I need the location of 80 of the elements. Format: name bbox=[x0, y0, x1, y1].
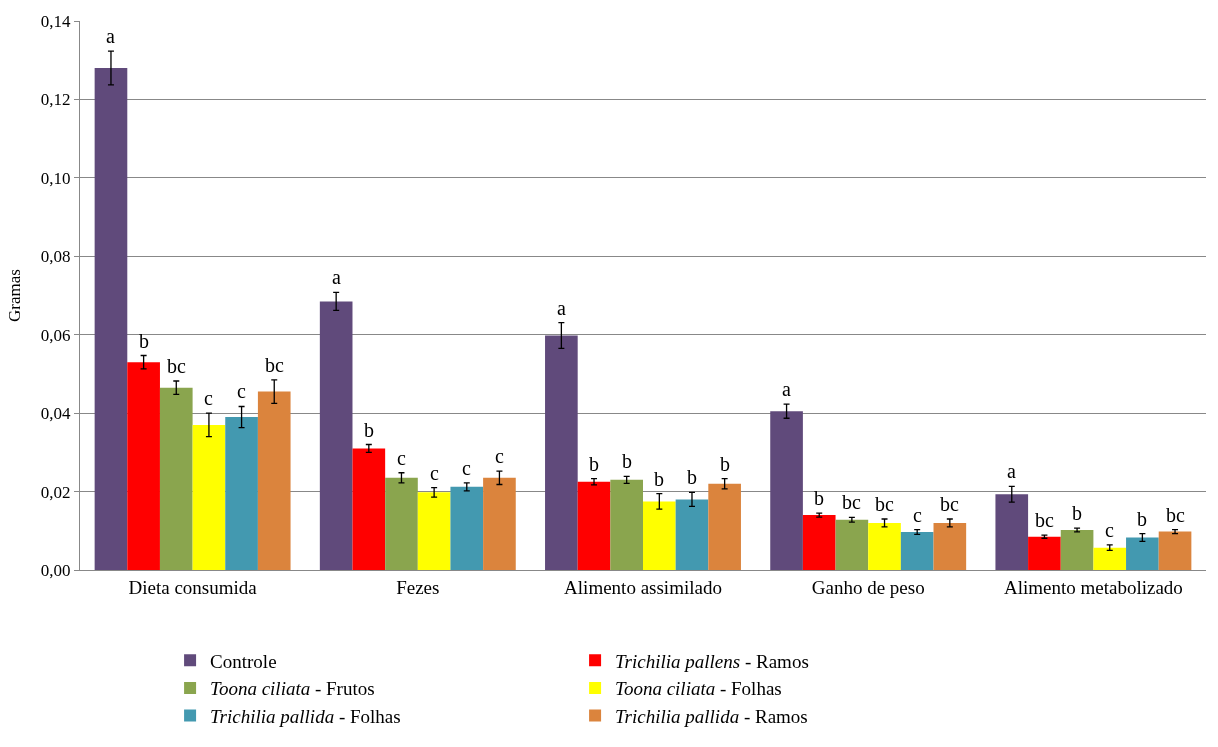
data-label: bc bbox=[265, 354, 284, 376]
data-label: a bbox=[782, 378, 791, 400]
legend-label: Toona ciliata - Folhas bbox=[615, 678, 782, 700]
y-tick-label: 0,00 bbox=[40, 560, 71, 580]
data-label: b bbox=[654, 468, 664, 490]
bar bbox=[708, 483, 741, 570]
bar bbox=[933, 522, 967, 570]
bar bbox=[1158, 531, 1192, 570]
bar bbox=[868, 522, 901, 570]
y-tick-label: 0,02 bbox=[40, 482, 71, 502]
bar bbox=[770, 411, 803, 570]
y-axis-title: Gramas bbox=[5, 269, 25, 322]
bar bbox=[545, 335, 578, 570]
bar bbox=[192, 424, 226, 570]
data-label: b bbox=[687, 466, 697, 488]
data-label: bc bbox=[940, 493, 959, 515]
y-tick-label: 0,10 bbox=[40, 168, 71, 188]
data-label: c bbox=[913, 504, 922, 526]
bar bbox=[577, 481, 611, 570]
y-tick-label: 0,14 bbox=[40, 11, 72, 31]
data-label: b bbox=[814, 487, 824, 509]
bar bbox=[417, 492, 451, 570]
data-label: b bbox=[364, 419, 374, 441]
data-label: a bbox=[332, 266, 341, 288]
legend-label: Trichilia pallens - Ramos bbox=[615, 650, 809, 672]
y-tick-label: 0,12 bbox=[40, 90, 71, 110]
x-tick-label: Alimento assimilado bbox=[564, 576, 722, 598]
bar bbox=[1093, 547, 1127, 570]
data-label: b bbox=[720, 453, 730, 475]
bar bbox=[1028, 536, 1061, 570]
legend-label: Toona ciliata - Frutos bbox=[210, 678, 375, 700]
bar bbox=[450, 486, 484, 570]
data-label: c bbox=[430, 462, 439, 484]
bar bbox=[385, 477, 418, 570]
x-tick-label: Ganho de peso bbox=[811, 576, 925, 598]
data-label: c bbox=[397, 447, 406, 469]
bar bbox=[483, 477, 516, 570]
bar bbox=[610, 479, 643, 570]
x-tick-label: Dieta consumida bbox=[128, 576, 258, 598]
data-label: c bbox=[462, 457, 471, 479]
data-label: a bbox=[1007, 460, 1016, 482]
data-label: bc bbox=[1166, 504, 1185, 526]
bar bbox=[94, 68, 128, 570]
bar bbox=[900, 531, 934, 570]
y-tick-label: 0,08 bbox=[40, 247, 71, 267]
legend-label: Trichilia pallida - Folhas bbox=[210, 706, 401, 728]
bar bbox=[225, 417, 258, 570]
data-label: a bbox=[106, 25, 115, 47]
data-label: c bbox=[495, 445, 504, 467]
data-label: b bbox=[139, 330, 149, 352]
bar bbox=[1060, 530, 1094, 570]
bar bbox=[675, 499, 709, 570]
legend-label: Controle bbox=[210, 650, 277, 672]
data-label: a bbox=[557, 297, 566, 319]
data-label: bc bbox=[875, 493, 894, 515]
data-label: b bbox=[1137, 508, 1147, 530]
bar bbox=[835, 519, 869, 570]
x-tick-label: Alimento metabolizado bbox=[1003, 576, 1183, 598]
data-label: bc bbox=[842, 491, 861, 513]
bar bbox=[127, 362, 160, 570]
data-label: b bbox=[622, 450, 632, 472]
data-label: bc bbox=[1035, 509, 1054, 531]
y-tick-label: 0,06 bbox=[40, 325, 71, 345]
bar bbox=[352, 448, 386, 570]
bar bbox=[995, 494, 1029, 570]
bar bbox=[1126, 537, 1159, 570]
y-tick-label: 0,04 bbox=[40, 404, 72, 424]
data-label: b bbox=[589, 453, 599, 475]
bar bbox=[257, 391, 291, 570]
data-label: b bbox=[1072, 502, 1082, 524]
data-label: c bbox=[237, 380, 246, 402]
bar bbox=[159, 387, 193, 570]
bar bbox=[319, 301, 353, 570]
data-label: c bbox=[1105, 519, 1114, 541]
data-label: bc bbox=[167, 355, 186, 377]
bar bbox=[643, 501, 676, 570]
x-tick-label: Fezes bbox=[396, 576, 440, 598]
legend-label: Trichilia pallida - Ramos bbox=[615, 706, 808, 728]
bar bbox=[802, 515, 836, 570]
data-label: c bbox=[204, 387, 213, 409]
